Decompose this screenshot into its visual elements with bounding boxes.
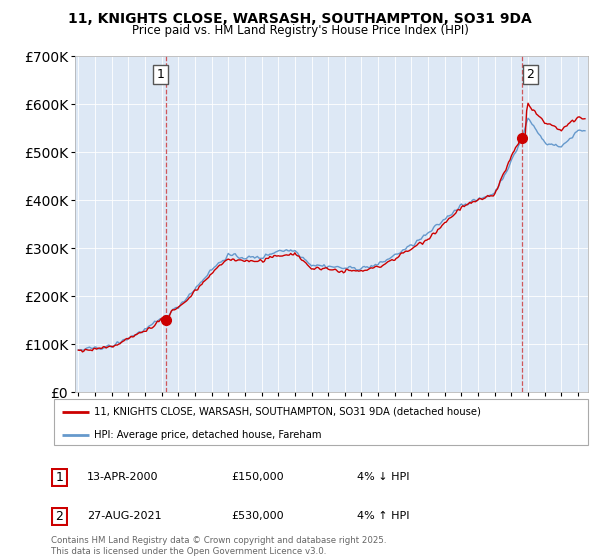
- Text: 4% ↓ HPI: 4% ↓ HPI: [357, 472, 409, 482]
- Text: 2: 2: [55, 510, 64, 523]
- Text: 11, KNIGHTS CLOSE, WARSASH, SOUTHAMPTON, SO31 9DA: 11, KNIGHTS CLOSE, WARSASH, SOUTHAMPTON,…: [68, 12, 532, 26]
- Text: 11, KNIGHTS CLOSE, WARSASH, SOUTHAMPTON, SO31 9DA (detached house): 11, KNIGHTS CLOSE, WARSASH, SOUTHAMPTON,…: [94, 407, 481, 417]
- Text: £530,000: £530,000: [231, 511, 284, 521]
- Text: 2: 2: [527, 68, 535, 81]
- FancyBboxPatch shape: [52, 508, 67, 525]
- FancyBboxPatch shape: [54, 399, 588, 445]
- Text: Contains HM Land Registry data © Crown copyright and database right 2025.
This d: Contains HM Land Registry data © Crown c…: [51, 536, 386, 556]
- FancyBboxPatch shape: [52, 469, 67, 486]
- Text: 1: 1: [55, 470, 64, 484]
- Text: HPI: Average price, detached house, Fareham: HPI: Average price, detached house, Fare…: [94, 430, 322, 440]
- Text: 4% ↑ HPI: 4% ↑ HPI: [357, 511, 409, 521]
- Text: 13-APR-2000: 13-APR-2000: [87, 472, 158, 482]
- Text: £150,000: £150,000: [231, 472, 284, 482]
- Text: 1: 1: [157, 68, 164, 81]
- Text: Price paid vs. HM Land Registry's House Price Index (HPI): Price paid vs. HM Land Registry's House …: [131, 24, 469, 36]
- Text: 27-AUG-2021: 27-AUG-2021: [87, 511, 161, 521]
